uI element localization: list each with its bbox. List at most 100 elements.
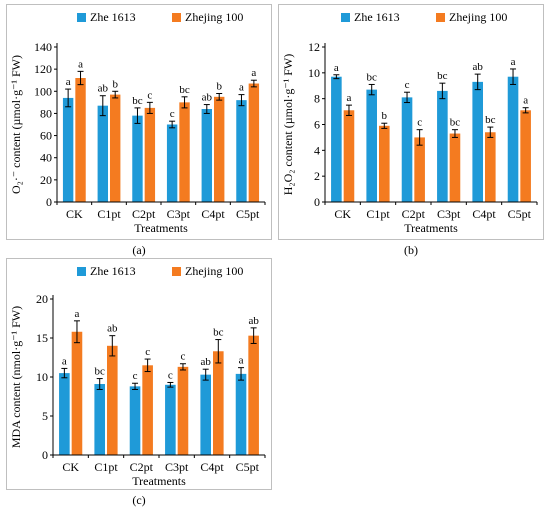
significance-letter: ab [107,323,118,335]
x-tick-label: CK [66,207,83,221]
significance-letter: bc [95,366,106,378]
bar-zhe-1613 [235,373,247,455]
y-tick-label: 20 [40,173,52,187]
x-tick-label: CK [334,207,351,221]
y-tick-label: 60 [40,129,52,143]
bar-zhejing-100 [177,366,189,455]
bar-zhejing-100 [179,102,190,202]
significance-letter: bc [179,84,190,96]
significance-letter: ab [201,356,212,368]
bar-zhejing-100 [449,133,461,202]
bar-zhe-1613 [507,76,519,202]
x-tick-label: C3pt [167,207,191,221]
legend-label-zhejing-100: Zhejing 100 [185,10,243,24]
bar-zhejing-100 [485,132,496,202]
bar-zhe-1613 [200,374,211,455]
legend-label-zhejing-100: Zhejing 100 [185,264,243,278]
legend-swatch-zhe-1613 [77,13,86,22]
x-tick-label: C3pt [437,207,461,221]
significance-letter: bc [450,117,461,129]
legend-label-zhejing-100: Zhejing 100 [449,10,507,24]
bar-zhejing-100 [214,96,225,202]
significance-letter: c [168,369,173,381]
y-axis-title: H₂O₂ content (µmol·g⁻¹ FW) [281,54,295,196]
x-tick-label: C5pt [236,207,260,221]
significance-letter: a [251,67,256,79]
y-tick-label: 100 [34,84,52,98]
significance-letter: a [334,62,339,74]
bar-zhe-1613 [62,97,74,202]
bar-zhejing-100 [379,125,390,202]
x-tick-label: C2pt [132,207,156,221]
y-tick-label: 8 [314,92,320,106]
bar-zhe-1613 [94,384,105,455]
y-tick-label: 12 [308,40,320,54]
significance-letter: a [523,95,528,107]
y-tick-label: 10 [308,66,320,80]
x-axis-title: Treatments [134,221,188,235]
y-tick-label: 15 [36,331,48,345]
significance-letter: c [170,108,175,120]
x-axis-title: Treatments [132,474,186,488]
bar-zhe-1613 [366,89,377,202]
significance-letter: bc [485,114,496,126]
significance-letter: b [382,110,388,122]
bar-zhe-1613 [401,97,413,202]
chart-b-svg: Zhe 1613 Zhejing 100 a a CK bc b C1pt c c C2pt bc bc… [281,10,538,235]
x-tick-label: C1pt [97,207,121,221]
y-tick-label: 5 [42,409,48,423]
significance-letter: ab [98,83,109,95]
bar-zhe-1613 [97,105,108,202]
panel-label-c: (c) [132,493,146,507]
bar-zhe-1613 [59,373,70,455]
significance-letter: a [347,92,352,104]
significance-letter: c [417,117,422,129]
chart-panel-c: Zhe 1613 Zhejing 100 a a CK bc ab C1pt c c C2pt c c C… [6,258,272,490]
panel-label-a: (a) [132,243,146,257]
significance-letter: a [78,58,83,70]
bar-zhejing-100 [213,351,224,455]
bar-zhejing-100 [414,137,425,202]
y-tick-label: 6 [314,118,320,132]
legend-label-zhe-1613: Zhe 1613 [90,264,136,278]
x-tick-label: C4pt [201,207,225,221]
x-tick-label: C3pt [165,460,189,474]
x-tick-label: C2pt [402,207,426,221]
bar-zhejing-100 [71,331,83,455]
x-tick-label: C5pt [508,207,532,221]
significance-letter: a [62,355,67,367]
significance-letter: a [511,56,516,68]
x-tick-label: C4pt [472,207,496,221]
significance-letter: bc [213,327,224,339]
bar-zhejing-100 [142,365,153,455]
y-tick-label: 4 [314,143,320,157]
x-tick-label: C4pt [200,460,224,474]
legend-swatch-zhe-1613 [341,13,350,22]
bar-zhejing-100 [520,110,531,202]
bar-zhejing-100 [144,107,156,202]
significance-letter: c [405,79,410,91]
significance-letter: a [239,355,244,367]
y-tick-label: 20 [36,292,48,306]
y-tick-label: 80 [40,106,52,120]
chart-c-svg: Zhe 1613 Zhejing 100aaCKbcabC1ptccC2ptccC… [9,264,266,488]
x-tick-label: C5pt [236,460,260,474]
x-tick-label: C2pt [130,460,154,474]
legend-swatch-zhejing-100 [436,13,445,22]
significance-letter: b [216,81,222,93]
bar-zhejing-100 [107,345,118,455]
bar-zhejing-100 [343,110,355,202]
significance-letter: bc [132,95,143,107]
x-axis-title: Treatments [404,221,458,235]
y-tick-label: 40 [40,151,52,165]
bar-zhe-1613 [437,90,448,202]
significance-letter: ab [473,61,484,73]
bar-zhejing-100 [110,94,121,202]
y-tick-label: 0 [42,448,48,462]
bar-zhe-1613 [132,115,143,202]
significance-letter: bc [367,71,378,83]
bar-zhejing-100 [75,78,86,202]
y-tick-label: 120 [34,62,52,76]
legend-swatch-zhejing-100 [172,267,181,276]
